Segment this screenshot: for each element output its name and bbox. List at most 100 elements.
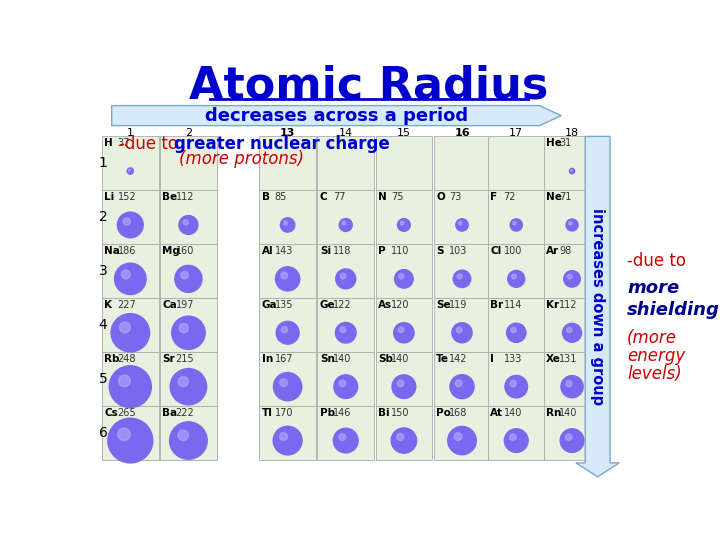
Text: Ga: Ga xyxy=(261,300,277,310)
Polygon shape xyxy=(576,137,619,477)
Circle shape xyxy=(284,221,287,225)
Text: He: He xyxy=(546,138,562,149)
Circle shape xyxy=(127,168,133,174)
Circle shape xyxy=(280,218,294,232)
Text: 18: 18 xyxy=(565,129,579,138)
FancyBboxPatch shape xyxy=(376,298,432,352)
FancyBboxPatch shape xyxy=(488,244,544,298)
FancyBboxPatch shape xyxy=(318,137,374,190)
Text: 140: 140 xyxy=(391,354,410,364)
FancyBboxPatch shape xyxy=(259,190,316,244)
Text: 118: 118 xyxy=(333,246,351,256)
Text: 4: 4 xyxy=(99,318,107,332)
Text: (more: (more xyxy=(627,329,677,347)
Text: 140: 140 xyxy=(333,354,351,364)
Text: 6: 6 xyxy=(99,426,107,440)
Circle shape xyxy=(117,212,143,238)
Circle shape xyxy=(454,433,462,441)
Circle shape xyxy=(513,221,516,225)
Text: 13: 13 xyxy=(280,129,295,138)
Circle shape xyxy=(120,322,130,333)
Circle shape xyxy=(560,429,584,453)
Text: Po: Po xyxy=(436,408,451,418)
Circle shape xyxy=(114,263,146,294)
Text: 140: 140 xyxy=(559,408,577,418)
Circle shape xyxy=(342,221,346,225)
FancyBboxPatch shape xyxy=(259,298,316,352)
Circle shape xyxy=(281,272,287,279)
FancyBboxPatch shape xyxy=(433,352,490,406)
Text: 3: 3 xyxy=(99,264,107,278)
Text: 265: 265 xyxy=(117,408,136,418)
Circle shape xyxy=(455,380,462,387)
FancyBboxPatch shape xyxy=(433,137,490,190)
Text: Si: Si xyxy=(320,246,331,256)
Text: 71: 71 xyxy=(559,192,572,202)
Circle shape xyxy=(179,215,198,234)
FancyBboxPatch shape xyxy=(376,190,432,244)
Text: H: H xyxy=(104,138,113,149)
Text: 248: 248 xyxy=(117,354,136,364)
Circle shape xyxy=(508,271,525,287)
Text: Cl: Cl xyxy=(490,246,502,256)
Text: 227: 227 xyxy=(117,300,136,310)
Text: 146: 146 xyxy=(333,408,351,418)
Text: 122: 122 xyxy=(333,300,351,310)
Text: Cs: Cs xyxy=(104,408,118,418)
FancyBboxPatch shape xyxy=(433,244,490,298)
Circle shape xyxy=(570,168,575,174)
Text: F: F xyxy=(490,192,498,202)
Text: 215: 215 xyxy=(176,354,194,364)
Text: Be: Be xyxy=(163,192,178,202)
FancyBboxPatch shape xyxy=(433,298,490,352)
FancyBboxPatch shape xyxy=(102,298,158,352)
Circle shape xyxy=(397,434,404,441)
Text: energy: energy xyxy=(627,347,685,365)
Text: Mg: Mg xyxy=(163,246,180,256)
FancyBboxPatch shape xyxy=(318,244,374,298)
Circle shape xyxy=(567,327,572,333)
Text: 170: 170 xyxy=(275,408,293,418)
Text: 222: 222 xyxy=(176,408,194,418)
Text: levels): levels) xyxy=(627,364,682,382)
Circle shape xyxy=(181,271,189,279)
Circle shape xyxy=(450,375,474,399)
Text: 100: 100 xyxy=(503,246,522,256)
Text: Rb: Rb xyxy=(104,354,120,364)
Text: 120: 120 xyxy=(391,300,410,310)
Circle shape xyxy=(333,428,358,453)
Circle shape xyxy=(400,221,404,225)
Circle shape xyxy=(279,433,287,441)
Text: 17: 17 xyxy=(509,129,523,138)
Text: 167: 167 xyxy=(275,354,293,364)
Circle shape xyxy=(119,375,130,387)
Text: 15: 15 xyxy=(397,129,411,138)
Circle shape xyxy=(340,273,346,279)
Circle shape xyxy=(391,428,417,453)
FancyBboxPatch shape xyxy=(544,406,600,460)
Circle shape xyxy=(276,321,299,344)
Circle shape xyxy=(565,434,572,441)
Text: 37: 37 xyxy=(117,138,130,149)
Text: 98: 98 xyxy=(559,246,572,256)
Text: (more protons): (more protons) xyxy=(179,150,304,168)
Text: 160: 160 xyxy=(176,246,194,256)
Circle shape xyxy=(569,221,572,225)
Text: 133: 133 xyxy=(503,354,522,364)
FancyBboxPatch shape xyxy=(160,352,217,406)
Circle shape xyxy=(336,269,356,289)
FancyBboxPatch shape xyxy=(259,352,316,406)
FancyBboxPatch shape xyxy=(160,406,217,460)
Text: 112: 112 xyxy=(176,192,194,202)
Text: 143: 143 xyxy=(275,246,293,256)
Circle shape xyxy=(399,274,404,279)
Text: Ar: Ar xyxy=(546,246,559,256)
Circle shape xyxy=(282,326,287,333)
FancyBboxPatch shape xyxy=(102,352,158,406)
Text: 2: 2 xyxy=(99,210,107,224)
FancyBboxPatch shape xyxy=(259,137,316,190)
Circle shape xyxy=(340,327,346,333)
Polygon shape xyxy=(112,106,561,126)
FancyBboxPatch shape xyxy=(488,298,544,352)
Circle shape xyxy=(179,323,189,333)
